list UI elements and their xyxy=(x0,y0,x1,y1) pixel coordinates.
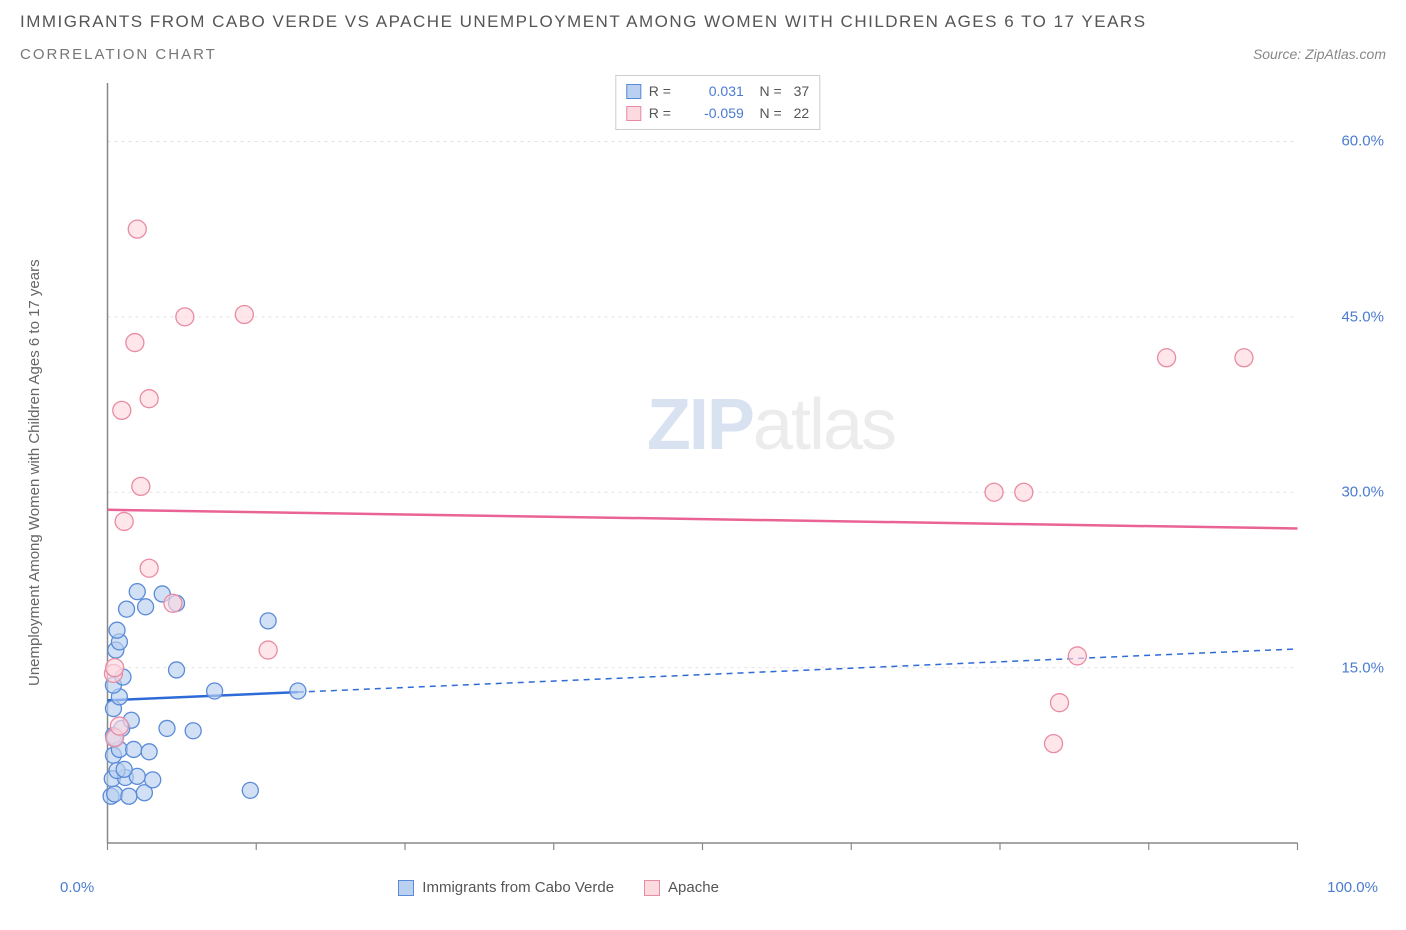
chart-title: IMMIGRANTS FROM CABO VERDE VS APACHE UNE… xyxy=(20,12,1386,32)
n-value: 22 xyxy=(790,102,809,124)
plot-container: ZIPatlas R = 0.031 N = 37 R = -0.059 N =… xyxy=(49,73,1386,873)
legend-swatch xyxy=(626,106,641,121)
r-label: R = xyxy=(649,80,681,102)
legend-swatch xyxy=(644,880,660,896)
x-tick-min: 0.0% xyxy=(60,879,94,896)
legend-swatch xyxy=(398,880,414,896)
source-text: Source: ZipAtlas.com xyxy=(1253,46,1386,62)
y-axis-ticks: 15.0% 30.0% 45.0% 60.0% xyxy=(1324,73,1384,873)
legend-item: Apache xyxy=(644,879,719,896)
chart-area: Unemployment Among Women with Children A… xyxy=(20,73,1386,873)
correlation-row: R = -0.059 N = 22 xyxy=(626,102,809,124)
legend-swatch xyxy=(626,84,641,99)
y-tick-label: 30.0% xyxy=(1341,484,1384,501)
x-axis-row: 0.0% Immigrants from Cabo Verde Apache 10… xyxy=(20,879,1386,896)
r-label: R = xyxy=(649,102,681,124)
r-value: -0.059 xyxy=(689,102,744,124)
correlation-row: R = 0.031 N = 37 xyxy=(626,80,809,102)
y-tick-label: 15.0% xyxy=(1341,659,1384,676)
legend-item: Immigrants from Cabo Verde xyxy=(398,879,614,896)
n-label: N = xyxy=(752,80,782,102)
n-label: N = xyxy=(752,102,782,124)
y-axis-label: Unemployment Among Women with Children A… xyxy=(20,93,49,853)
r-value: 0.031 xyxy=(689,80,744,102)
legend-label: Apache xyxy=(668,879,719,896)
legend-label: Immigrants from Cabo Verde xyxy=(422,879,614,896)
n-value: 37 xyxy=(790,80,809,102)
y-tick-label: 45.0% xyxy=(1341,308,1384,325)
series-legend: Immigrants from Cabo Verde Apache xyxy=(398,879,719,896)
chart-subtitle: CORRELATION CHART xyxy=(20,46,217,63)
scatter-plot xyxy=(49,73,1386,873)
y-tick-label: 60.0% xyxy=(1341,133,1384,150)
x-tick-max: 100.0% xyxy=(1327,879,1386,896)
subtitle-row: CORRELATION CHART Source: ZipAtlas.com xyxy=(20,46,1386,63)
correlation-legend: R = 0.031 N = 37 R = -0.059 N = 22 xyxy=(615,75,820,130)
